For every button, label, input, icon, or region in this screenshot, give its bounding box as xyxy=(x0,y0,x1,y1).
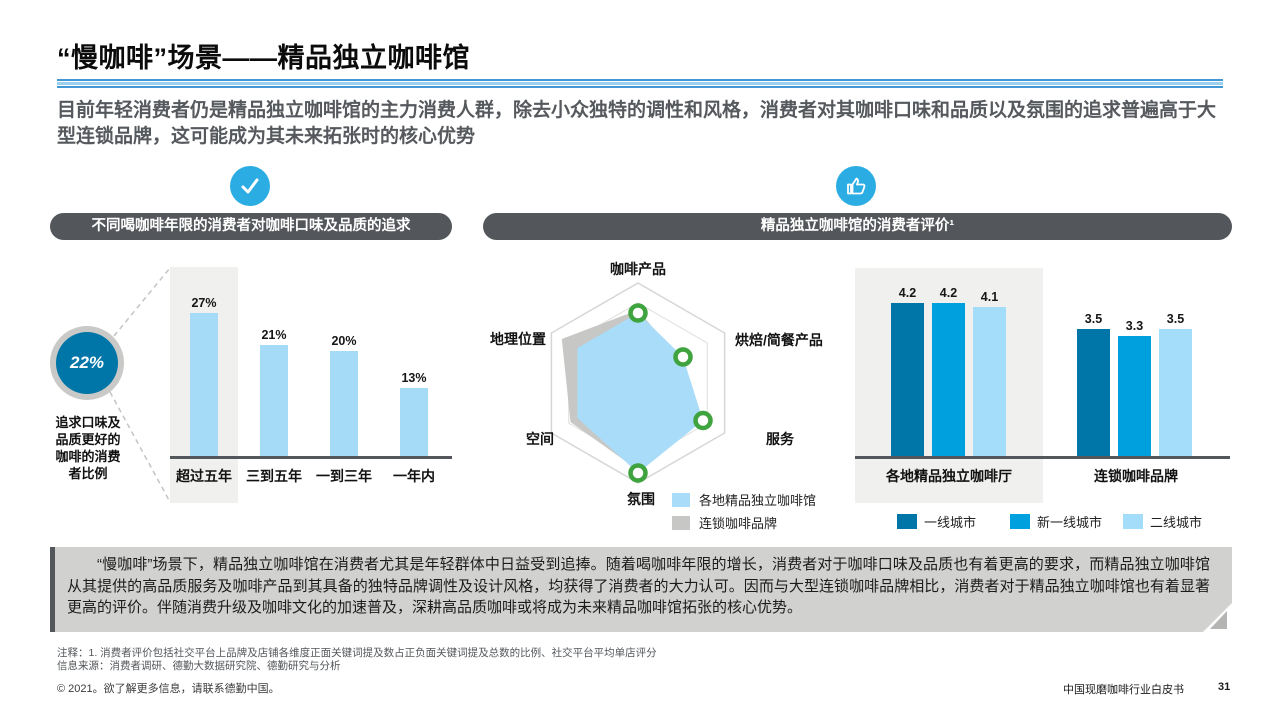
legend-label: 一线城市 xyxy=(924,515,977,530)
bar-value-label: 4.1 xyxy=(980,290,999,304)
bar xyxy=(1118,336,1151,458)
left-section-header: 不同喝咖啡年限的消费者对咖啡口味及品质的追求 xyxy=(50,213,452,240)
bar-column: 4.2 xyxy=(932,275,965,458)
footnote-sources: 信息来源：消费者调研、德勤大数据研究院、德勤研究与分析 xyxy=(57,660,341,672)
bar-column: 4.2 xyxy=(891,275,924,458)
legend-swatch xyxy=(672,515,690,530)
x-axis-label: 超过五年 xyxy=(176,468,232,484)
bar xyxy=(1077,329,1110,458)
callout-circle: 22% xyxy=(50,326,124,400)
bar-value-label: 3.5 xyxy=(1166,312,1185,326)
radar-axis-label: 地理位置 xyxy=(490,331,546,347)
page-subtitle: 目前年轻消费者仍是精品独立咖啡馆的主力消费人群，除去小众独特的调性和风格，消费者… xyxy=(57,100,1217,147)
bar-column: 4.1 xyxy=(973,275,1006,458)
callout-value: 22% xyxy=(69,353,105,372)
thumbs-up-icon xyxy=(836,166,876,206)
copyright-text: © 2021。欲了解更多信息，请联系德勤中国。 xyxy=(57,683,280,695)
legend-swatch xyxy=(672,492,690,507)
bar-column: 3.3 xyxy=(1118,275,1151,458)
x-axis-label: 一年内 xyxy=(393,468,435,484)
bar-value-label: 20% xyxy=(331,334,357,348)
footnote-notes: 注释：1. 消费者评价包括社交平台上品牌及店铺各维度正面关键词提及数占正负面关键… xyxy=(57,647,657,659)
page-number: 31 xyxy=(1218,681,1231,693)
radar-axis-label: 烘焙/简餐产品 xyxy=(735,332,823,348)
left-chart-axis xyxy=(170,456,452,459)
summary-note-text: “慢咖啡”场景下，精品独立咖啡馆在消费者尤其是年轻群体中日益受到追捧。随着喝咖啡… xyxy=(67,556,1210,616)
page-title: “慢咖啡”场景——精品独立咖啡馆 xyxy=(57,43,470,73)
callout-circle-inner: 22% xyxy=(56,332,118,394)
summary-note-box: “慢咖啡”场景下，精品独立咖啡馆在消费者尤其是年轻群体中日益受到追捧。随着喝咖啡… xyxy=(50,547,1232,632)
bar-value-label: 4.2 xyxy=(939,286,958,300)
bar xyxy=(330,351,358,458)
title-divider xyxy=(57,79,1223,88)
legend-swatch xyxy=(1010,514,1030,529)
city-legend-item: 一线城市 xyxy=(897,512,976,531)
bar-value-label: 4.2 xyxy=(898,286,917,300)
bar-column: 21% xyxy=(260,280,288,458)
bar xyxy=(891,303,924,458)
bar xyxy=(973,307,1006,458)
legend-swatch xyxy=(897,514,917,529)
bar-value-label: 21% xyxy=(261,328,287,342)
radar-axis-label: 空间 xyxy=(526,431,554,447)
radar-chart xyxy=(550,282,726,484)
bar-value-label: 3.3 xyxy=(1125,319,1144,333)
radar-axis-label: 咖啡产品 xyxy=(610,261,666,277)
bar-value-label: 13% xyxy=(401,371,427,385)
legend-label: 连锁咖啡品牌 xyxy=(699,516,778,531)
bar xyxy=(400,388,428,458)
radar-axis-label: 氛围 xyxy=(627,491,655,507)
bar-value-label: 3.5 xyxy=(1084,312,1103,326)
bar xyxy=(1159,329,1192,458)
folded-corner xyxy=(1203,603,1232,632)
bar-column: 20% xyxy=(330,280,358,458)
right-section-header: 精品独立咖啡馆的消费者评价¹ xyxy=(483,213,1232,240)
x-axis-label: 一到三年 xyxy=(316,468,372,484)
x-axis-label: 三到五年 xyxy=(246,468,302,484)
bar-value-label: 27% xyxy=(191,296,217,310)
bar xyxy=(190,313,218,458)
callout-connector-lines xyxy=(109,267,171,503)
x-axis-label: 各地精品独立咖啡厅 xyxy=(886,468,1012,484)
bar-column: 27% xyxy=(190,280,218,458)
radar-legend-item: 连锁咖啡品牌 xyxy=(672,513,777,532)
bar-column: 3.5 xyxy=(1159,275,1192,458)
bar xyxy=(932,303,965,458)
check-icon xyxy=(230,166,270,206)
legend-label: 新一线城市 xyxy=(1037,515,1103,530)
city-legend-item: 新一线城市 xyxy=(1010,512,1102,531)
radar-axis-label: 服务 xyxy=(766,431,794,447)
bar-column: 3.5 xyxy=(1077,275,1110,458)
legend-swatch xyxy=(1123,514,1143,529)
document-title: 中国现磨咖啡行业白皮书 xyxy=(1063,684,1184,696)
legend-label: 二线城市 xyxy=(1150,515,1203,530)
right-chart-axis xyxy=(855,456,1230,459)
bar xyxy=(260,345,288,458)
city-legend-item: 二线城市 xyxy=(1123,512,1202,531)
x-axis-label: 连锁咖啡品牌 xyxy=(1094,468,1178,484)
bar-column: 13% xyxy=(400,280,428,458)
legend-label: 各地精品独立咖啡馆 xyxy=(699,493,817,508)
radar-legend-item: 各地精品独立咖啡馆 xyxy=(672,490,816,509)
callout-caption: 追求口味及品质更好的咖啡的消费者比例 xyxy=(55,415,121,481)
